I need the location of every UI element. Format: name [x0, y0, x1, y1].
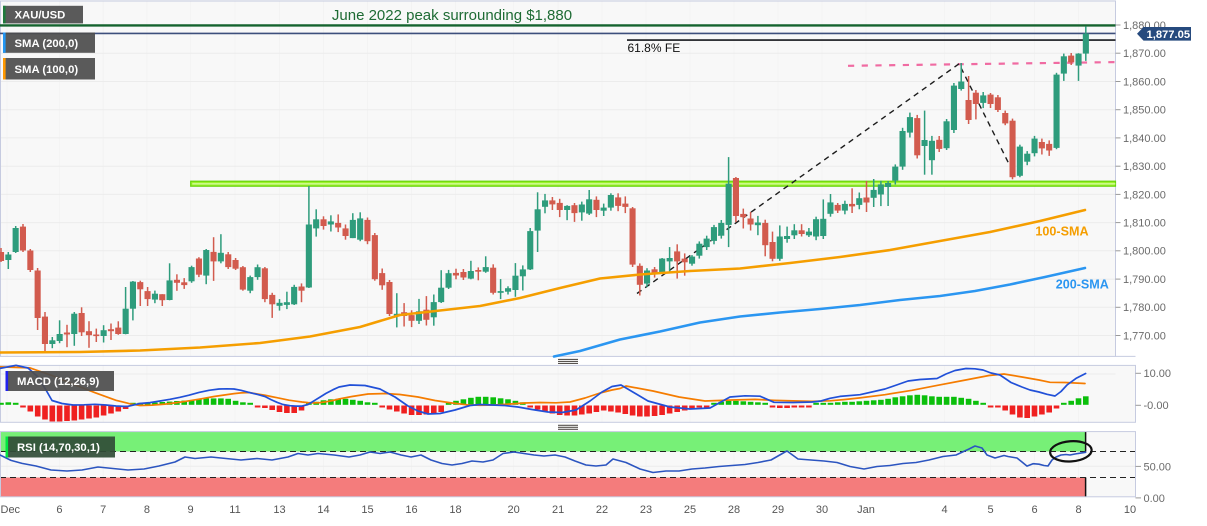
svg-text:RSI (14,70,30,1): RSI (14,70,30,1) — [17, 442, 100, 454]
svg-text:1,870.00: 1,870.00 — [1123, 48, 1166, 60]
svg-text:6: 6 — [1031, 504, 1037, 516]
svg-text:1,830.00: 1,830.00 — [1123, 161, 1166, 173]
svg-text:29: 29 — [772, 504, 784, 516]
svg-text:28: 28 — [728, 504, 740, 516]
svg-text:June 2022 peak surrounding $1,: June 2022 peak surrounding $1,880 — [332, 7, 572, 24]
svg-text:50.00: 50.00 — [1144, 461, 1172, 473]
svg-text:22: 22 — [596, 504, 608, 516]
svg-text:1,840.00: 1,840.00 — [1123, 133, 1166, 145]
svg-text:SMA (200,0): SMA (200,0) — [15, 38, 79, 50]
svg-text:200-SMA: 200-SMA — [1056, 278, 1109, 292]
svg-text:18: 18 — [449, 504, 461, 516]
svg-text:0.00: 0.00 — [1144, 493, 1165, 505]
svg-text:1,770.00: 1,770.00 — [1123, 330, 1166, 342]
svg-text:SMA (100,0): SMA (100,0) — [15, 64, 79, 76]
svg-text:Dec: Dec — [1, 504, 21, 516]
svg-text:1,820.00: 1,820.00 — [1123, 189, 1166, 201]
svg-text:30: 30 — [816, 504, 828, 516]
svg-text:7: 7 — [100, 504, 106, 516]
svg-text:1,780.00: 1,780.00 — [1123, 302, 1166, 314]
svg-text:25: 25 — [684, 504, 696, 516]
svg-text:16: 16 — [405, 504, 417, 516]
svg-text:8: 8 — [1075, 504, 1081, 516]
svg-text:23: 23 — [640, 504, 652, 516]
svg-text:20: 20 — [507, 504, 519, 516]
svg-text:1,877.05: 1,877.05 — [1147, 29, 1191, 41]
svg-text:1,810.00: 1,810.00 — [1123, 218, 1166, 230]
svg-text:15: 15 — [361, 504, 373, 516]
svg-text:5: 5 — [988, 504, 994, 516]
svg-text:100-SMA: 100-SMA — [1035, 225, 1088, 239]
svg-text:1,850.00: 1,850.00 — [1123, 105, 1166, 117]
svg-text:1,860.00: 1,860.00 — [1123, 76, 1166, 88]
svg-text:61.8% FE: 61.8% FE — [628, 41, 681, 55]
svg-text:4: 4 — [942, 504, 948, 516]
svg-text:9: 9 — [188, 504, 194, 516]
svg-text:10.00: 10.00 — [1144, 368, 1172, 380]
svg-text:11: 11 — [229, 504, 240, 516]
svg-text:10: 10 — [1124, 504, 1136, 516]
svg-text:1,800.00: 1,800.00 — [1123, 246, 1166, 258]
svg-text:-0.00: -0.00 — [1144, 400, 1169, 412]
svg-text:8: 8 — [144, 504, 150, 516]
svg-text:14: 14 — [317, 504, 329, 516]
svg-text:MACD (12,26,9): MACD (12,26,9) — [17, 376, 99, 388]
svg-text:1,790.00: 1,790.00 — [1123, 274, 1166, 286]
svg-text:XAU/USD: XAU/USD — [15, 10, 66, 22]
svg-text:21: 21 — [552, 504, 564, 516]
svg-text:6: 6 — [56, 504, 62, 516]
svg-text:13: 13 — [273, 504, 285, 516]
svg-text:Jan: Jan — [857, 504, 875, 516]
